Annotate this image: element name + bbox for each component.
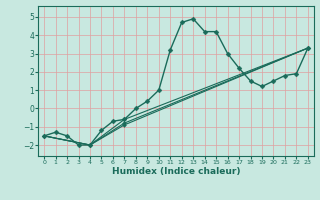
X-axis label: Humidex (Indice chaleur): Humidex (Indice chaleur) bbox=[112, 167, 240, 176]
